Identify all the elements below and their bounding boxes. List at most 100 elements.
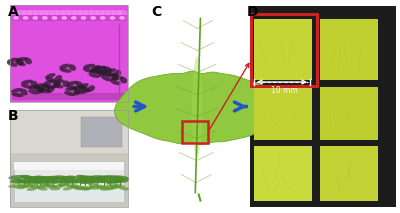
- Ellipse shape: [98, 70, 105, 77]
- Circle shape: [101, 17, 105, 19]
- Ellipse shape: [95, 66, 106, 71]
- Ellipse shape: [59, 183, 69, 187]
- Bar: [14, 162, 124, 170]
- Bar: [254, 19, 312, 80]
- Bar: [250, 6, 396, 207]
- Ellipse shape: [74, 89, 81, 95]
- Ellipse shape: [51, 179, 67, 183]
- Text: D: D: [247, 5, 259, 19]
- Text: B: B: [8, 109, 19, 123]
- Ellipse shape: [62, 81, 70, 87]
- Ellipse shape: [96, 71, 108, 75]
- Circle shape: [39, 11, 48, 16]
- Ellipse shape: [80, 186, 90, 190]
- Ellipse shape: [84, 176, 100, 181]
- Ellipse shape: [39, 89, 51, 93]
- Ellipse shape: [79, 176, 94, 181]
- Circle shape: [33, 17, 37, 19]
- Ellipse shape: [90, 69, 102, 73]
- Ellipse shape: [60, 68, 72, 73]
- Circle shape: [78, 11, 88, 16]
- Ellipse shape: [27, 183, 38, 186]
- Ellipse shape: [83, 64, 95, 68]
- Ellipse shape: [67, 184, 78, 188]
- Ellipse shape: [94, 184, 105, 189]
- Bar: [320, 146, 378, 201]
- Ellipse shape: [75, 187, 86, 190]
- Ellipse shape: [53, 79, 64, 84]
- Ellipse shape: [95, 178, 111, 183]
- Ellipse shape: [91, 65, 101, 71]
- Circle shape: [56, 11, 65, 16]
- Ellipse shape: [36, 185, 47, 189]
- Ellipse shape: [59, 176, 75, 180]
- Ellipse shape: [100, 187, 111, 191]
- Circle shape: [95, 11, 104, 16]
- Ellipse shape: [28, 85, 40, 90]
- Ellipse shape: [39, 183, 50, 187]
- Ellipse shape: [44, 179, 60, 184]
- Circle shape: [112, 11, 121, 16]
- Ellipse shape: [76, 175, 91, 180]
- Circle shape: [43, 17, 47, 19]
- Ellipse shape: [53, 175, 69, 180]
- Circle shape: [73, 11, 82, 16]
- Circle shape: [106, 11, 116, 16]
- Ellipse shape: [95, 176, 112, 180]
- Bar: [16, 186, 122, 201]
- Circle shape: [22, 11, 32, 16]
- Ellipse shape: [15, 61, 26, 66]
- Ellipse shape: [38, 87, 45, 94]
- Ellipse shape: [76, 81, 83, 88]
- Ellipse shape: [71, 186, 82, 189]
- Bar: [12, 15, 126, 21]
- Ellipse shape: [70, 184, 80, 188]
- Bar: [12, 92, 126, 100]
- Ellipse shape: [106, 184, 116, 188]
- Bar: [10, 110, 128, 153]
- Ellipse shape: [66, 176, 82, 181]
- Bar: [10, 110, 128, 207]
- Ellipse shape: [38, 84, 48, 90]
- Ellipse shape: [45, 77, 56, 82]
- Ellipse shape: [90, 175, 106, 180]
- Ellipse shape: [7, 62, 18, 67]
- Ellipse shape: [63, 186, 73, 190]
- Circle shape: [52, 17, 57, 19]
- Ellipse shape: [80, 179, 95, 184]
- Bar: [81, 117, 122, 147]
- Circle shape: [81, 17, 86, 19]
- Ellipse shape: [73, 178, 89, 183]
- Bar: [154, 6, 240, 207]
- Ellipse shape: [102, 76, 112, 81]
- Circle shape: [28, 11, 37, 16]
- Circle shape: [117, 11, 127, 16]
- Circle shape: [90, 11, 99, 16]
- Bar: [10, 5, 128, 102]
- Ellipse shape: [100, 66, 108, 73]
- Bar: [14, 161, 124, 202]
- Circle shape: [50, 11, 60, 16]
- Ellipse shape: [119, 187, 129, 190]
- Ellipse shape: [80, 179, 96, 184]
- Ellipse shape: [10, 179, 26, 184]
- Text: A: A: [8, 5, 19, 19]
- Ellipse shape: [83, 68, 93, 73]
- Ellipse shape: [15, 179, 31, 183]
- Ellipse shape: [110, 80, 121, 85]
- Ellipse shape: [66, 85, 78, 90]
- Ellipse shape: [111, 76, 123, 80]
- Ellipse shape: [104, 175, 120, 180]
- Ellipse shape: [64, 91, 75, 96]
- Polygon shape: [192, 56, 202, 157]
- Ellipse shape: [21, 80, 33, 84]
- Ellipse shape: [17, 184, 28, 188]
- Circle shape: [62, 11, 71, 16]
- Ellipse shape: [20, 175, 35, 181]
- Ellipse shape: [67, 81, 79, 85]
- Ellipse shape: [23, 184, 34, 188]
- Ellipse shape: [38, 176, 55, 180]
- Ellipse shape: [59, 64, 70, 69]
- Circle shape: [72, 17, 76, 19]
- Bar: [10, 110, 128, 207]
